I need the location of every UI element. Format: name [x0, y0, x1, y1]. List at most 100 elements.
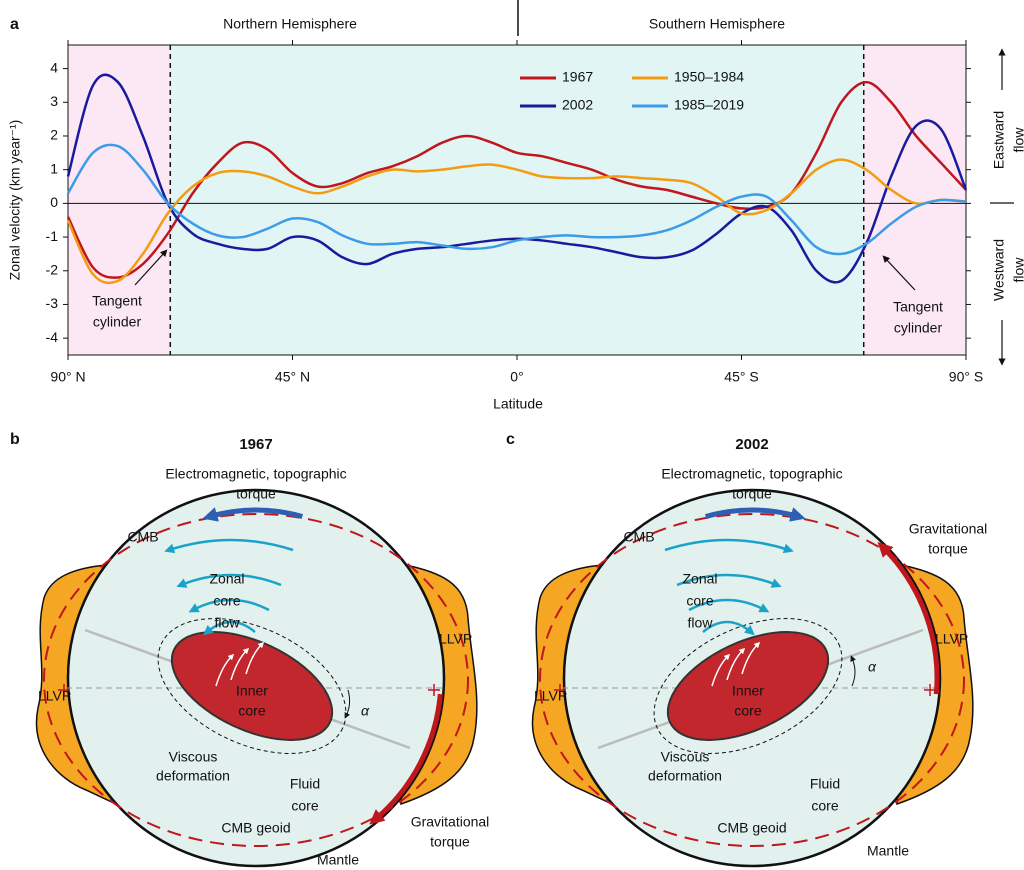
flow-label: flow	[1011, 127, 1024, 153]
gravitational-torque-arrow	[877, 541, 940, 695]
em-torque-arrow	[202, 507, 303, 522]
diagram: c 2002 Electromagnetic, topographic torque C…	[506, 431, 988, 868]
y-axis-label: Zonal velocity (km year⁻¹)	[7, 120, 23, 281]
panel-label: b	[10, 431, 20, 448]
core-rotation-arrow	[741, 641, 761, 675]
x-axis-label: Latitude	[493, 396, 543, 412]
inner-core	[170, 631, 334, 741]
annotation: cylinder	[93, 314, 142, 330]
diagram-label: Fluid	[810, 776, 840, 792]
zonal-flow-arrow	[688, 598, 770, 613]
zonal-flow-arrow	[164, 538, 294, 554]
y-tick-label: 0	[50, 194, 58, 210]
x-tick-label: 90° S	[949, 369, 983, 385]
annotation: Tangent	[893, 299, 943, 315]
diagram-label: core	[734, 703, 761, 719]
diagram-label: Mantle	[317, 852, 359, 868]
legend-label: 1950–1984	[674, 69, 744, 85]
diagram-label: deformation	[156, 768, 230, 784]
diagram-label: Mantle	[867, 843, 909, 859]
zonal-flow-arrow	[676, 573, 782, 588]
diagram-label: torque	[928, 541, 968, 557]
series-line	[66, 80, 967, 279]
panel-label: a	[10, 16, 19, 33]
cmb-geoid	[539, 513, 965, 847]
diagram-label: Zonal	[209, 571, 244, 587]
hemisphere-label: Southern Hemisphere	[649, 16, 785, 32]
annotation: cylinder	[894, 320, 943, 336]
zonal-flow-arrow	[203, 620, 256, 636]
flow-label: Eastward	[991, 111, 1007, 169]
flow-label: Westward	[991, 239, 1007, 301]
diagram-label: core	[291, 798, 318, 814]
panel-label: c	[506, 431, 515, 448]
region	[170, 45, 864, 355]
diagram-label: torque	[430, 834, 470, 850]
legend-label: 2002	[562, 97, 593, 113]
alpha-arc	[850, 655, 856, 687]
geoid-plus	[554, 684, 936, 696]
x-tick-label: 45° S	[724, 369, 758, 385]
diagram-label: Zonal	[682, 571, 717, 587]
legend-label: 1985–2019	[674, 97, 744, 113]
diagram: b 1967 Electromagnetic, topographic torque C…	[10, 431, 489, 867]
y-tick-label: -1	[46, 228, 59, 244]
diagram-label: core	[238, 703, 265, 719]
y-tick-label: 1	[50, 160, 58, 176]
diagram-label: α	[361, 703, 370, 719]
series-line	[66, 73, 968, 284]
legend-label: 1967	[562, 69, 593, 85]
diagram-label: LLVP	[935, 631, 968, 647]
diagram-label: Viscous	[169, 749, 218, 765]
x-tick-label: 90° N	[50, 369, 85, 385]
cmb-geoid	[43, 513, 469, 847]
zonal-flow-arrow	[702, 620, 755, 636]
diagram-label: α	[868, 659, 877, 675]
alpha-arc	[344, 689, 351, 719]
annotation: Tangent	[92, 293, 142, 309]
x-tick-label: 45° N	[275, 369, 310, 385]
y-tick-label: 2	[50, 127, 58, 143]
diagram-label: CMB	[623, 529, 654, 545]
diagram-label: 1967	[239, 436, 272, 453]
series-line	[66, 158, 967, 285]
y-tick-label: -3	[46, 295, 59, 311]
diagram-label: 2002	[735, 436, 768, 453]
diagram-label: LLVP	[534, 688, 567, 704]
zonal-flow-arrow	[176, 573, 282, 588]
flow-label: flow	[1011, 257, 1024, 283]
diagram-label: LLVP	[439, 631, 472, 647]
diagram-label: core	[686, 593, 713, 609]
core-rotation-arrow	[245, 641, 265, 675]
geoid-plus	[58, 684, 440, 696]
diagram-label: Inner	[732, 683, 764, 699]
diagram-label: core	[811, 798, 838, 814]
em-torque-arrow	[705, 507, 806, 522]
core-rotation-arrow	[711, 653, 731, 687]
diagram-label: Viscous	[661, 749, 710, 765]
zonal-flow-arrow	[664, 538, 794, 554]
gravitational-torque-arrow	[369, 693, 443, 825]
region	[68, 45, 171, 355]
diagram-label: CMB geoid	[221, 820, 290, 836]
core-rotation-arrow	[726, 647, 746, 681]
y-tick-label: -4	[46, 329, 59, 345]
diagram-label: Gravitational	[411, 814, 490, 830]
diagram-label: Gravitational	[909, 521, 988, 537]
diagram-label: torque	[236, 486, 276, 502]
x-tick-label: 0°	[510, 369, 523, 385]
diagram-label: CMB	[127, 529, 158, 545]
zonal-flow-arrow	[188, 598, 270, 613]
diagram-label: deformation	[648, 768, 722, 784]
diagram-label: Electromagnetic, topographic	[661, 466, 842, 482]
diagram-label: LLVP	[38, 688, 71, 704]
series-line	[66, 143, 967, 256]
diagram-label: core	[213, 593, 240, 609]
core-rotation-arrow	[215, 653, 235, 687]
y-tick-label: 4	[50, 59, 58, 75]
diagram-label: flow	[688, 615, 714, 631]
diagram-label: torque	[732, 486, 772, 502]
diagram-label: Fluid	[290, 776, 320, 792]
